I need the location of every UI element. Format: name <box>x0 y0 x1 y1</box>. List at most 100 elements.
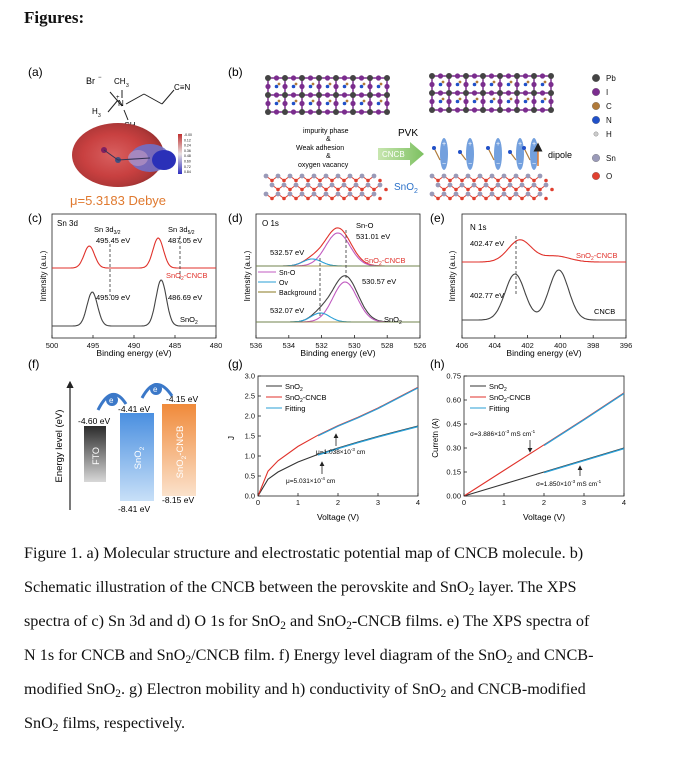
o-atom <box>496 196 500 201</box>
plot-h-ytick-label: 0.00 <box>446 492 461 501</box>
i-atom <box>375 92 382 98</box>
o-atom <box>538 187 542 192</box>
n-atom <box>274 84 279 89</box>
c-atom <box>492 80 496 84</box>
dipole-minus: − <box>442 161 446 168</box>
electron-e-2: e <box>153 385 158 394</box>
plot-e-xlabel: Binding energy (eV) <box>506 348 581 358</box>
i-atom <box>429 98 435 105</box>
plot-c-xticks: 500 495 490 485 480 <box>46 335 223 350</box>
fto-bar <box>84 426 106 482</box>
pb-atom <box>333 92 339 98</box>
dipole-plus: + <box>532 141 536 148</box>
plot-c-x-label: 480 <box>210 341 223 350</box>
c-atom <box>509 80 513 84</box>
c-atom <box>492 97 496 101</box>
i-atom <box>265 100 271 107</box>
o-atom <box>550 187 554 192</box>
o-atom <box>484 178 488 183</box>
dipole-minus: − <box>496 161 500 168</box>
o-atom <box>282 178 286 183</box>
o-atom <box>532 178 536 183</box>
i-atom <box>497 81 503 88</box>
n-atom <box>455 99 460 104</box>
legend-label-sn: Sn <box>606 154 616 163</box>
pb-atom <box>265 75 271 81</box>
plot-h-legend: SnO2 SnO2-CNCB Fitting <box>470 382 531 413</box>
i-atom <box>437 73 444 79</box>
o-atom <box>360 187 364 192</box>
i-atom <box>505 90 512 96</box>
c-atom <box>294 82 298 86</box>
plot-c-x-label: 495 <box>87 341 100 350</box>
pb-atom <box>350 109 356 115</box>
plot-c-title: Sn 3d <box>57 219 78 228</box>
n-atom <box>489 82 494 87</box>
i-atom <box>429 81 435 88</box>
fto-text: FTO <box>91 447 101 465</box>
pb-atom <box>548 107 554 113</box>
n-atom <box>540 82 545 87</box>
o-atom <box>270 178 274 183</box>
series-black-label: SnO2 <box>180 315 198 326</box>
legend-atom-c <box>592 102 600 110</box>
i-atom <box>282 100 288 107</box>
i-atom <box>290 92 297 98</box>
panel-e-label: (e) <box>430 211 445 225</box>
o-atom <box>384 187 388 192</box>
weak-adhesion-text: Weak adhesion <box>296 145 344 152</box>
sno-peak-label: Sn-O <box>356 221 374 230</box>
sn-atom <box>441 173 447 179</box>
i-atom <box>437 107 444 113</box>
plot-g-frame <box>257 375 419 497</box>
n-atom <box>472 99 477 104</box>
sn-atom <box>359 173 365 179</box>
cncb-n-atom <box>508 150 512 154</box>
pb-atom <box>446 73 452 79</box>
sn-atom <box>537 191 543 197</box>
dipole-ellipse <box>466 138 474 170</box>
o-atom <box>342 178 346 183</box>
sn-atom <box>477 191 483 197</box>
i-atom <box>307 75 314 81</box>
o-atom <box>300 187 304 192</box>
esp-scale-tick: 0.48 <box>184 154 191 158</box>
plot-d-x-label: 528 <box>381 341 394 350</box>
pb-atom <box>514 90 520 96</box>
legend-label-i: I <box>606 88 608 97</box>
sno2-vb-value: -8.41 eV <box>118 504 150 514</box>
sno2-lattice-label: SnO2 <box>394 182 418 195</box>
sn-atom <box>335 173 341 179</box>
n-atom <box>438 99 443 104</box>
sn-atom <box>513 191 519 197</box>
sn-atom <box>525 173 531 179</box>
o-atom <box>330 196 334 201</box>
plot-c-xlabel: Binding energy (eV) <box>96 348 171 358</box>
plot-h-xtick-label: 3 <box>582 498 586 507</box>
esp-scale-tick: 0.12 <box>184 138 191 142</box>
sn-atom <box>305 182 311 188</box>
i-atom <box>454 90 461 96</box>
n-atom <box>342 84 347 89</box>
legend-ov: Ov <box>279 280 288 287</box>
sn-atom <box>507 182 513 188</box>
i-atom <box>384 100 390 107</box>
series-black-label-d: SnO2 <box>384 315 402 326</box>
electron-icon-1 <box>106 394 118 406</box>
c-atom <box>345 99 349 103</box>
panel-d-label: (d) <box>228 211 243 225</box>
sn-atom <box>429 191 435 197</box>
dipole-plus: + <box>518 141 522 148</box>
legend-label-pb: Pb <box>606 74 616 83</box>
pb-atom <box>514 73 520 79</box>
cncb-arrow <box>378 142 424 166</box>
i-atom <box>290 109 297 115</box>
series-red-label: SnO2-CNCB <box>166 271 208 282</box>
peak2-red-value: 487.05 eV <box>168 236 202 245</box>
plot-g-ytick-label: 2.5 <box>245 392 255 401</box>
sno2-cb-value: -4.41 eV <box>118 404 150 414</box>
plot-e-frame <box>461 213 627 339</box>
impurity-phase-text: impurity phase <box>303 128 349 135</box>
o-atom <box>294 178 298 183</box>
ch3-top: CH <box>114 77 126 86</box>
